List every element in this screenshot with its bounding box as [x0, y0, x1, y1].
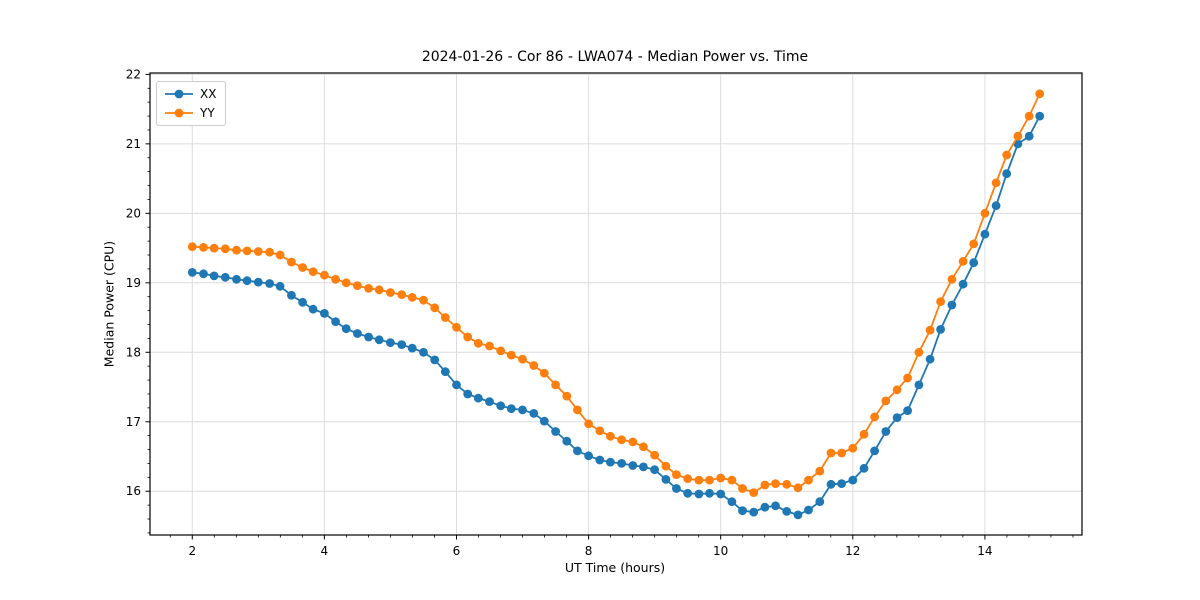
series-XX [187, 111, 1045, 520]
y-tick-label: 16 [126, 484, 141, 498]
y-tick-label: 21 [126, 137, 141, 151]
y-axis-label: Median Power (CPU) [101, 240, 117, 368]
x-axis-ticks: 2 4 6 8 10 12 14 [188, 535, 993, 558]
grid-lines [150, 73, 1082, 535]
legend-marker-yy-icon [165, 108, 193, 118]
x-tick-label: 4 [321, 544, 329, 558]
y-axis-ticks: 16 17 18 19 20 21 22 [126, 67, 150, 498]
series-YY-line [192, 93, 1041, 494]
x-tick-label: 14 [977, 544, 992, 558]
y-tick-label: 17 [126, 415, 141, 429]
x-tick-label: 10 [713, 544, 728, 558]
x-tick-label: 2 [188, 544, 196, 558]
chart-title: 2024-01-26 - Cor 86 - LWA074 - Median Po… [421, 49, 809, 65]
legend-item-yy: YY [164, 106, 216, 120]
legend-label-xx: XX [200, 87, 217, 101]
plot-spines [149, 72, 1083, 536]
minor-ticks [147, 87, 1074, 538]
series-XX-line [192, 115, 1041, 516]
y-tick-label: 18 [126, 345, 141, 359]
x-tick-label: 12 [845, 544, 860, 558]
x-tick-label: 6 [453, 544, 461, 558]
x-axis-label: UT Time (hours) [564, 560, 666, 575]
legend-label-yy: YY [200, 106, 215, 120]
legend: XX YY [156, 81, 227, 126]
x-tick-label: 8 [585, 544, 593, 558]
y-tick-label: 22 [126, 67, 141, 81]
legend-marker-xx-icon [165, 89, 193, 99]
legend-item-xx: XX [164, 87, 216, 101]
y-tick-label: 20 [126, 206, 141, 220]
y-tick-label: 19 [126, 276, 141, 290]
series-YY [187, 89, 1045, 497]
